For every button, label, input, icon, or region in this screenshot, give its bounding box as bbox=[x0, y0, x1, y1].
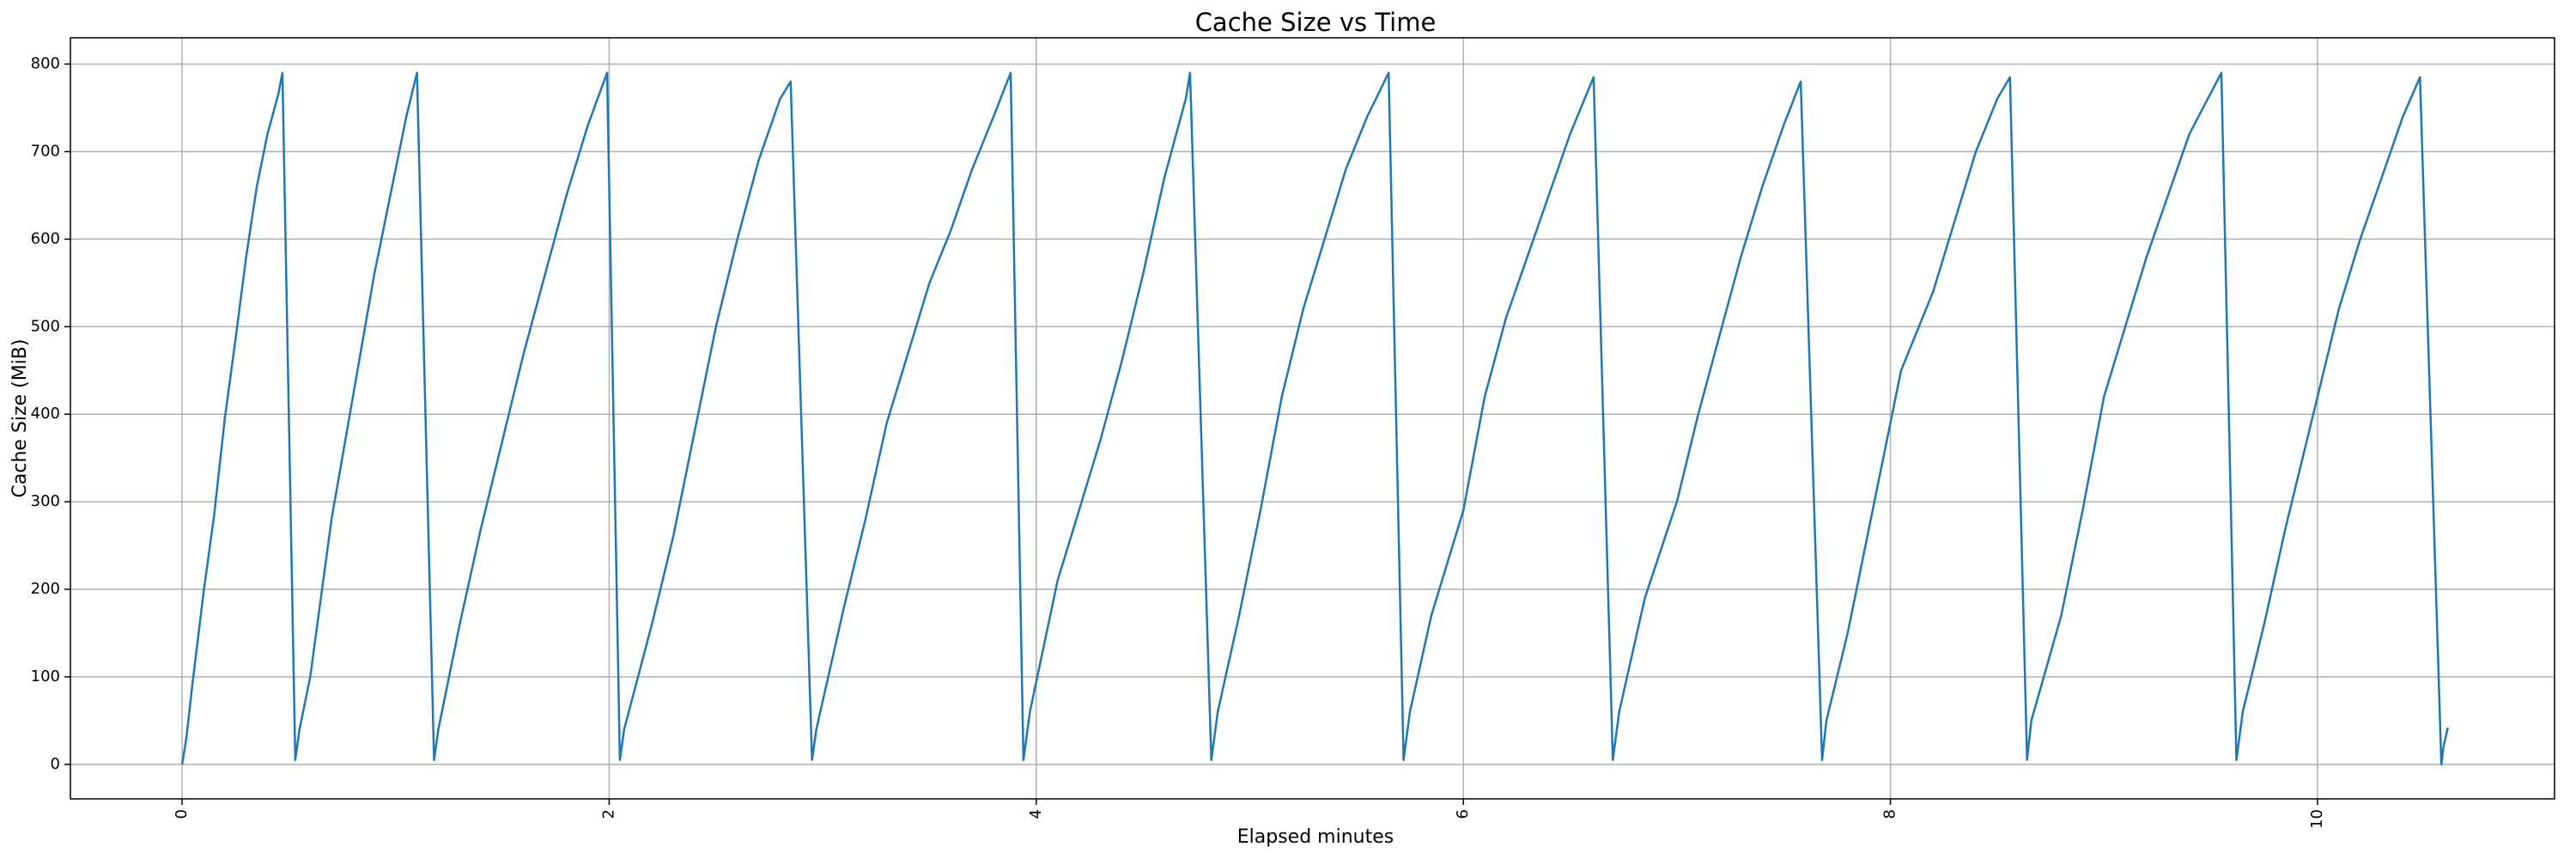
y-tick-label: 800 bbox=[31, 55, 60, 73]
x-tick-label: 8 bbox=[1881, 809, 1899, 819]
plot-frame bbox=[70, 37, 2555, 800]
x-tick-label: 4 bbox=[1027, 809, 1045, 819]
y-tick-label: 400 bbox=[31, 405, 60, 423]
chart-title: Cache Size vs Time bbox=[1195, 8, 1437, 37]
y-tick-label: 500 bbox=[31, 317, 60, 335]
y-tick-label: 100 bbox=[31, 667, 60, 685]
y-tick-label: 600 bbox=[31, 229, 60, 247]
y-tick-label: 0 bbox=[51, 755, 60, 773]
y-tick-label: 700 bbox=[31, 142, 60, 160]
y-axis-label: Cache Size (MiB) bbox=[9, 339, 31, 498]
data-line bbox=[180, 71, 2449, 766]
x-tick-label: 2 bbox=[599, 809, 617, 819]
y-tick-label: 200 bbox=[31, 580, 60, 598]
x-axis-label: Elapsed minutes bbox=[1237, 826, 1394, 848]
x-tick-label: 6 bbox=[1454, 809, 1472, 819]
x-tick-label: 0 bbox=[173, 809, 191, 819]
x-tick-label: 10 bbox=[2308, 809, 2326, 829]
y-tick-label: 300 bbox=[31, 492, 60, 510]
